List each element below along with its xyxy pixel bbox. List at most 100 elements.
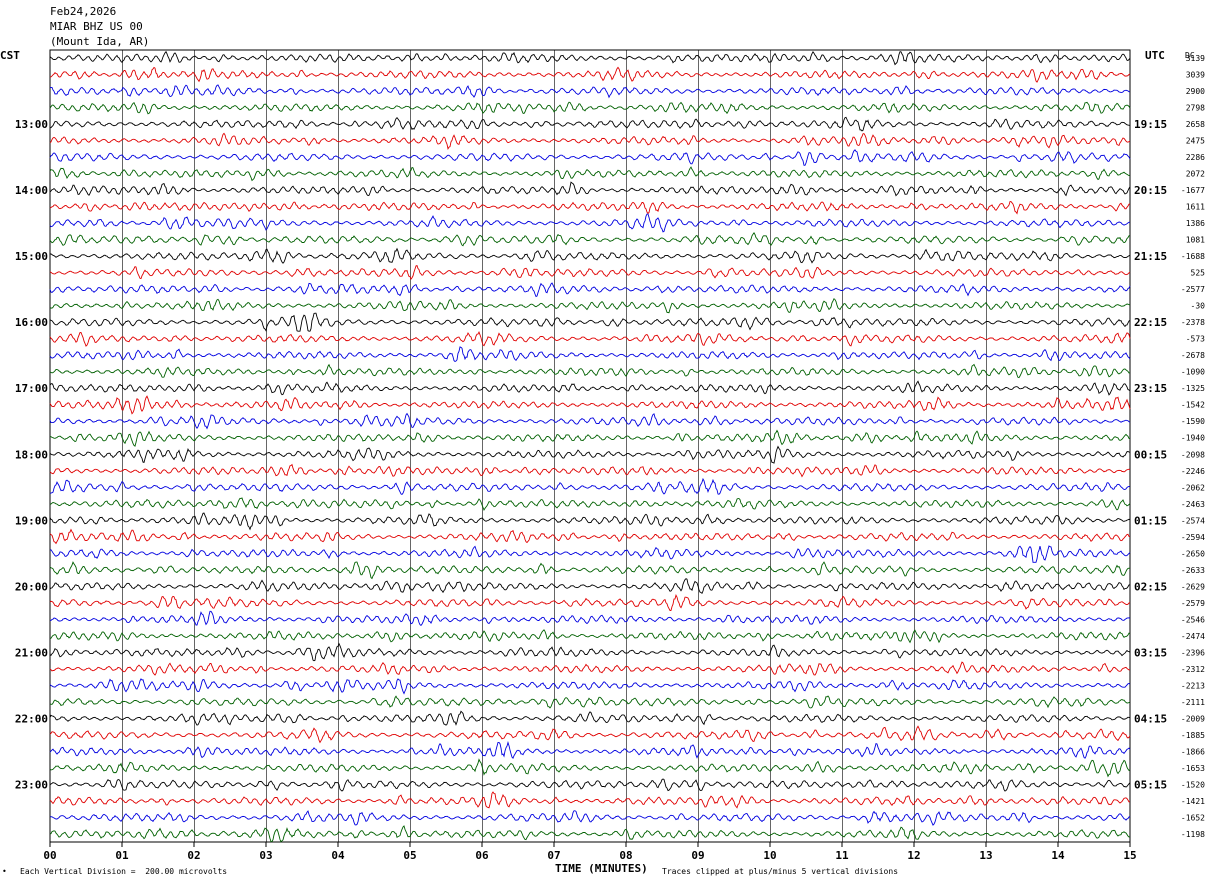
- utc-hour-label: 04:15: [1134, 712, 1167, 725]
- x-tick-label: 10: [763, 849, 776, 862]
- trace-row-25: [49, 445, 1131, 464]
- x-tick-label: 14: [1051, 849, 1065, 862]
- trace-row-34: [49, 593, 1131, 611]
- x-tick-label: 09: [691, 849, 704, 862]
- dc-offset-label: -2098: [1181, 450, 1205, 459]
- trace-row-7: [49, 149, 1131, 166]
- trace-row-27: [49, 477, 1131, 495]
- utc-hour-label: 01:15: [1134, 514, 1167, 527]
- plot-frame: [49, 49, 1131, 843]
- dc-offset-label: -2396: [1181, 648, 1205, 657]
- corner-mark: •: [2, 867, 7, 876]
- trace-row-42: [49, 725, 1131, 744]
- trace-row-5: [50, 116, 1130, 132]
- trace-row-31: [49, 545, 1131, 563]
- scale-note: Each Vertical Division = 200.00 microvol…: [20, 867, 228, 876]
- cst-hour-label: 22:00: [15, 712, 48, 725]
- utc-hour-label: 21:15: [1134, 250, 1167, 263]
- utc-hour-label: 23:15: [1134, 382, 1167, 395]
- trace-row-19: [49, 346, 1131, 363]
- plot-date: Feb24,2026: [50, 5, 117, 18]
- dc-offset-label: 2475: [1186, 137, 1205, 146]
- dc-offset-label: 3139: [1186, 54, 1205, 63]
- trace-row-39: [49, 678, 1131, 695]
- x-tick-label: 13: [979, 849, 992, 862]
- trace-row-3: [49, 84, 1131, 99]
- x-tick-label: 08: [619, 849, 632, 862]
- dc-offset-label: -2546: [1181, 615, 1205, 624]
- trace-row-32: [49, 561, 1130, 580]
- dc-offset-label: -2577: [1181, 285, 1205, 294]
- dc-offset-label: 2900: [1186, 87, 1205, 96]
- trace-row-28: [49, 497, 1131, 512]
- cst-hour-label: 14:00: [15, 184, 48, 197]
- dc-offset-label: -2633: [1181, 566, 1205, 575]
- dc-offset-label: -2213: [1181, 681, 1205, 690]
- dc-label: DC: [1185, 51, 1195, 60]
- trace-row-9: [49, 181, 1131, 197]
- dc-offset-label: -30: [1191, 302, 1206, 311]
- trace-row-14: [49, 265, 1131, 281]
- trace-row-6: [49, 132, 1131, 151]
- trace-row-12: [49, 231, 1131, 247]
- utc-hour-label: 19:15: [1134, 118, 1167, 131]
- dc-offset-label: 2798: [1186, 104, 1205, 113]
- dc-offset-label: -2629: [1181, 582, 1205, 591]
- dc-offset-label: -2463: [1181, 500, 1205, 509]
- dc-offset-label: -2062: [1181, 483, 1205, 492]
- trace-row-41: [49, 710, 1131, 726]
- trace-row-40: [49, 695, 1131, 709]
- clip-note: Traces clipped at plus/minus 5 vertical …: [662, 867, 899, 876]
- x-tick-label: 11: [835, 849, 849, 862]
- trace-row-15: [49, 282, 1131, 298]
- x-tick-label: 07: [547, 849, 560, 862]
- dc-offset-label: 3039: [1186, 71, 1205, 80]
- dc-offset-label: -2111: [1181, 698, 1205, 707]
- utc-hour-label: 20:15: [1134, 184, 1167, 197]
- dc-offset-label: -2378: [1181, 318, 1205, 327]
- dc-offset-label: -573: [1186, 335, 1205, 344]
- dc-offset-label: -1866: [1181, 747, 1205, 756]
- trace-row-22: [49, 395, 1131, 415]
- x-tick-label: 12: [907, 849, 920, 862]
- x-tick-label: 03: [259, 849, 272, 862]
- trace-row-45: [49, 778, 1131, 792]
- dc-offset-label: -1542: [1181, 401, 1205, 410]
- cst-hour-label: 21:00: [15, 646, 48, 659]
- dc-offset-label: -1653: [1181, 764, 1205, 773]
- trace-row-47: [49, 810, 1131, 826]
- trace-row-23: [49, 412, 1131, 430]
- trace-row-20: [49, 363, 1131, 379]
- dc-offset-label: -1520: [1181, 780, 1205, 789]
- dc-offset-label: 525: [1191, 269, 1206, 278]
- trace-row-43: [49, 741, 1131, 760]
- cst-hour-label: 17:00: [15, 382, 48, 395]
- x-tick-label: 00: [43, 849, 56, 862]
- trace-row-18: [49, 330, 1131, 347]
- x-tick-label: 01: [115, 849, 129, 862]
- trace-row-29: [49, 512, 1131, 531]
- trace-row-10: [49, 201, 1131, 215]
- dc-offset-label: -2650: [1181, 549, 1205, 558]
- utc-hour-label: 00:15: [1134, 448, 1167, 461]
- utc-hour-label: 22:15: [1134, 316, 1167, 329]
- dc-offset-label: -2678: [1181, 351, 1205, 360]
- trace-row-2: [49, 66, 1131, 83]
- utc-hour-label: 05:15: [1134, 778, 1167, 791]
- utc-hour-label: 03:15: [1134, 646, 1167, 659]
- dc-offset-label: -2574: [1181, 516, 1205, 525]
- dc-offset-label: -1325: [1181, 384, 1205, 393]
- trace-row-30: [49, 528, 1131, 545]
- cst-hour-label: 16:00: [15, 316, 48, 329]
- x-tick-label: 02: [187, 849, 200, 862]
- dc-offset-label: 1611: [1186, 203, 1205, 212]
- dc-offset-label: -1885: [1181, 731, 1205, 740]
- cst-hour-label: 23:00: [15, 778, 48, 791]
- dc-offset-label: -1590: [1181, 417, 1205, 426]
- station-code: MIAR BHZ US 00: [50, 20, 143, 33]
- dc-offset-label: -1652: [1181, 813, 1205, 822]
- trace-row-13: [49, 247, 1131, 264]
- x-tick-label: 04: [331, 849, 345, 862]
- trace-row-1: [49, 50, 1131, 66]
